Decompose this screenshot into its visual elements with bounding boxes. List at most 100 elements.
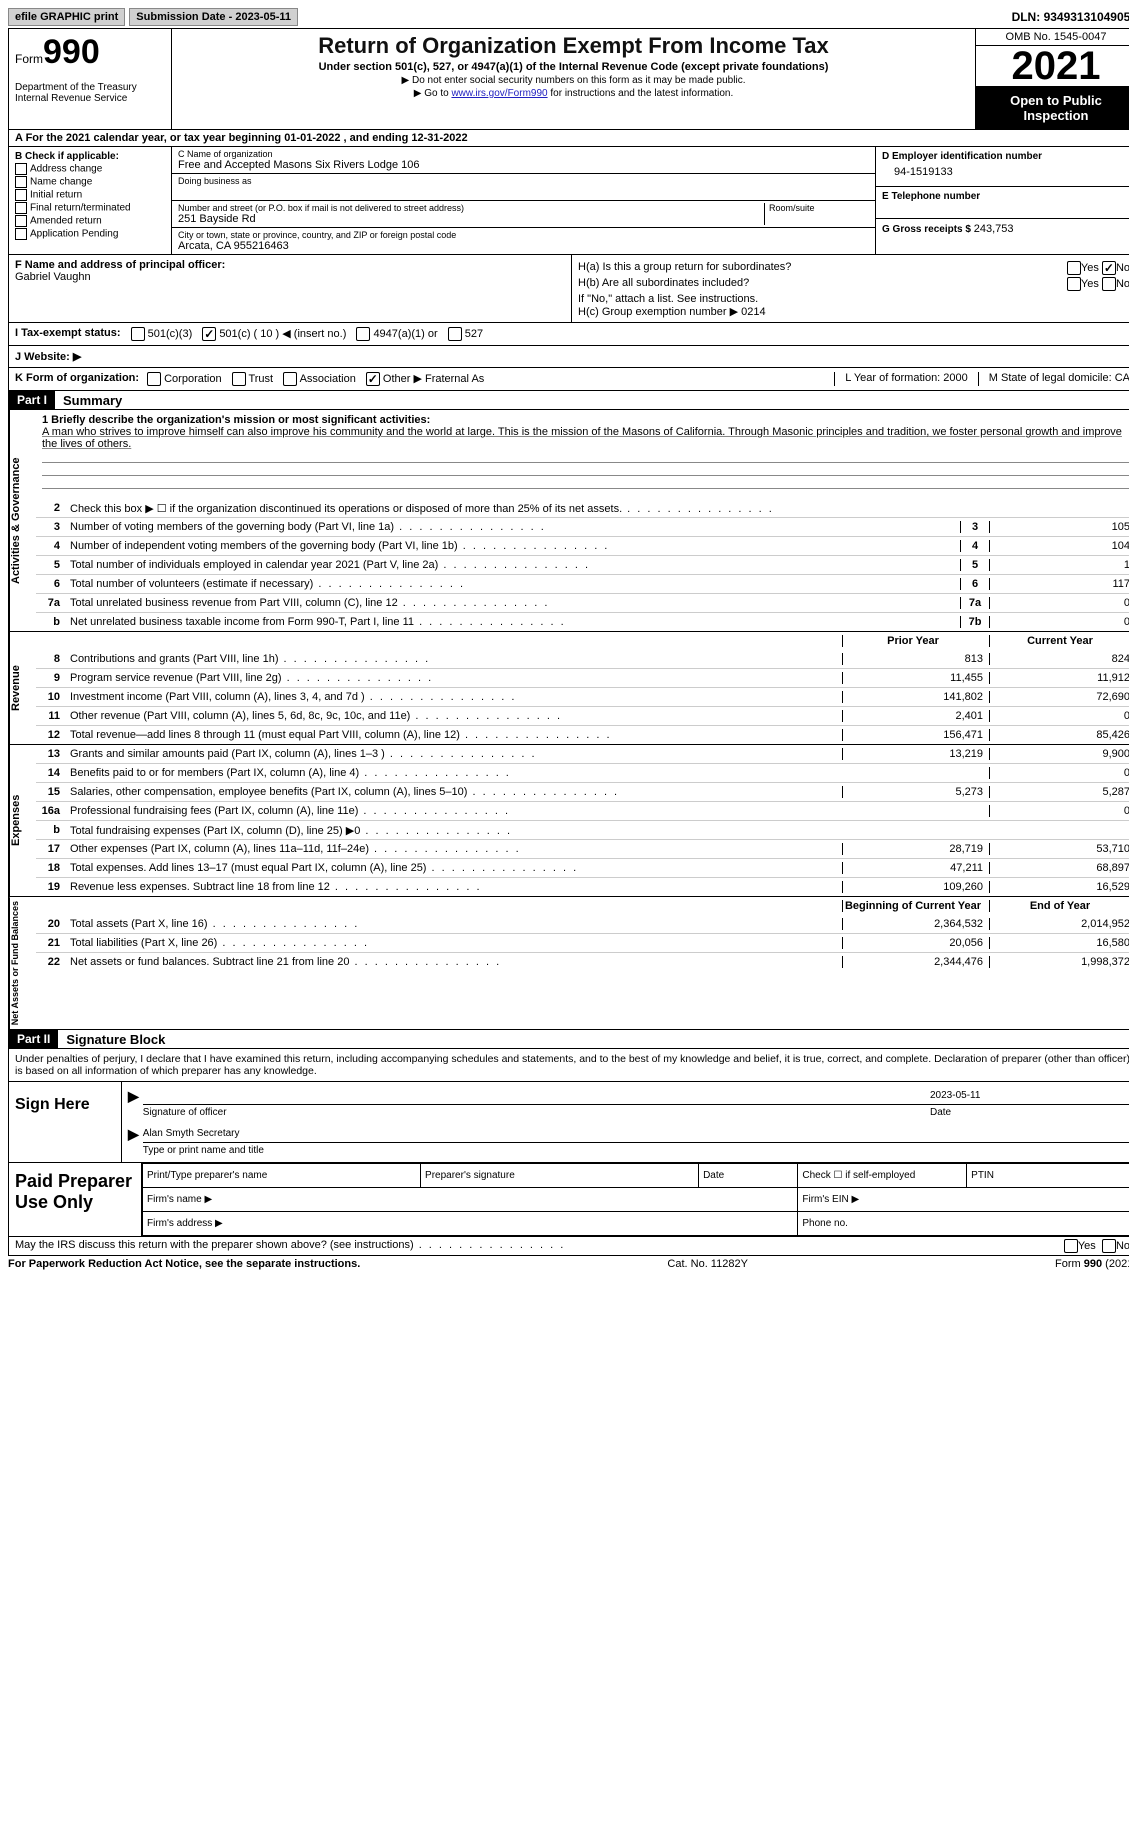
- summary-line: 4Number of independent voting members of…: [36, 536, 1129, 555]
- officer-label: F Name and address of principal officer:: [15, 259, 565, 271]
- chk-assoc[interactable]: [283, 372, 297, 386]
- sub3-pre: ▶ Go to: [414, 88, 452, 99]
- o3: 4947(a)(1) or: [373, 328, 437, 340]
- summary-line: 9Program service revenue (Part VIII, lin…: [36, 668, 1129, 687]
- part2-title: Signature Block: [58, 1032, 165, 1047]
- o4: 527: [465, 328, 483, 340]
- chk-trust[interactable]: [232, 372, 246, 386]
- date-label: Date: [930, 1107, 1129, 1118]
- gross-value: 243,753: [974, 223, 1014, 235]
- chk-label: Application Pending: [30, 229, 118, 240]
- summary-line: 22Net assets or fund balances. Subtract …: [36, 952, 1129, 971]
- chk-label: Amended return: [30, 216, 102, 227]
- subtitle-1: Under section 501(c), 527, or 4947(a)(1)…: [178, 61, 969, 73]
- department: Department of the Treasury Internal Reve…: [15, 82, 165, 104]
- preparer-label: Paid Preparer Use Only: [9, 1163, 142, 1236]
- chk-yes[interactable]: [1064, 1239, 1078, 1253]
- preparer-table: Print/Type preparer's name Preparer's si…: [142, 1163, 1129, 1236]
- footer-discuss: May the IRS discuss this return with the…: [8, 1237, 1129, 1256]
- summary-line: 5Total number of individuals employed in…: [36, 555, 1129, 574]
- hdr-row: Beginning of Current Year End of Year: [36, 897, 1129, 915]
- netassets-section: Net Assets or Fund Balances Beginning of…: [8, 897, 1129, 1030]
- chk-other[interactable]: [366, 372, 380, 386]
- gross-label: G Gross receipts $: [882, 224, 974, 235]
- col-b: B Check if applicable: Address change Na…: [9, 147, 172, 254]
- vlabel-expenses: Expenses: [9, 745, 36, 896]
- subtitle-3: ▶ Go to www.irs.gov/Form990 for instruct…: [178, 88, 969, 99]
- chk-corp[interactable]: [147, 372, 161, 386]
- summary-line: 2Check this box ▶ ☐ if the organization …: [36, 499, 1129, 517]
- form-label: Form: [15, 52, 43, 66]
- chk-4947[interactable]: [356, 327, 370, 341]
- name-label: Type or print name and title: [143, 1145, 1129, 1156]
- row-k: K Form of organization: Corporation Trus…: [8, 368, 1129, 391]
- yes-label: Yes: [1081, 278, 1099, 290]
- chk-label: Address change: [30, 164, 102, 175]
- dln-value: 93493131049053: [1044, 10, 1129, 24]
- summary-line: 12Total revenue—add lines 8 through 11 (…: [36, 725, 1129, 744]
- chk-final[interactable]: Final return/terminated: [15, 202, 165, 214]
- sub3-post: for instructions and the latest informat…: [548, 88, 734, 99]
- preparer-block: Paid Preparer Use Only Print/Type prepar…: [8, 1163, 1129, 1237]
- yes: Yes: [1078, 1240, 1096, 1252]
- org-name: Free and Accepted Masons Six Rivers Lodg…: [178, 159, 869, 171]
- tax-year: 2021: [976, 46, 1129, 87]
- vlabel-governance: Activities & Governance: [9, 410, 36, 631]
- firm-phone: Phone no.: [798, 1212, 1129, 1236]
- prep-c1: Print/Type preparer's name: [143, 1164, 421, 1188]
- chk-yes[interactable]: [1067, 277, 1081, 291]
- chk-initial[interactable]: Initial return: [15, 189, 165, 201]
- hdr-begin: Beginning of Current Year: [842, 900, 989, 912]
- chk-501c3[interactable]: [131, 327, 145, 341]
- governance-section: Activities & Governance 1 Briefly descri…: [8, 410, 1129, 632]
- submission-date-box: Submission Date - 2023-05-11: [129, 8, 298, 26]
- part2-header: Part II Signature Block: [8, 1030, 1129, 1049]
- prep-c2: Preparer's signature: [421, 1164, 699, 1188]
- row-j: J Website: ▶: [8, 346, 1129, 368]
- vlabel-revenue: Revenue: [9, 632, 36, 744]
- dba-label: Doing business as: [178, 176, 869, 186]
- chk-527[interactable]: [448, 327, 462, 341]
- chk-no[interactable]: [1102, 277, 1116, 291]
- part2-badge: Part II: [9, 1030, 58, 1048]
- chk-amended[interactable]: Amended return: [15, 215, 165, 227]
- summary-line: 8Contributions and grants (Part VIII, li…: [36, 650, 1129, 668]
- top-bar: efile GRAPHIC print Submission Date - 20…: [8, 8, 1129, 26]
- footer-last: For Paperwork Reduction Act Notice, see …: [8, 1256, 1129, 1272]
- paperwork-notice: For Paperwork Reduction Act Notice, see …: [8, 1258, 360, 1270]
- chk-no[interactable]: [1102, 1239, 1116, 1253]
- k-trust: Trust: [248, 373, 273, 385]
- k-corp: Corporation: [164, 373, 221, 385]
- sig-label: Signature of officer: [143, 1107, 930, 1118]
- subdate-value: 2023-05-11: [235, 11, 291, 23]
- hdr-current: Current Year: [989, 635, 1129, 647]
- chk-no[interactable]: [1102, 261, 1116, 275]
- city-label: City or town, state or province, country…: [178, 230, 869, 240]
- chk-yes[interactable]: [1067, 261, 1081, 275]
- k-label: K Form of organization:: [15, 372, 139, 386]
- room-label: Room/suite: [769, 203, 869, 213]
- arrow-icon: ▶: [128, 1088, 139, 1118]
- form-title: Return of Organization Exempt From Incom…: [178, 33, 969, 59]
- firm-ein: Firm's EIN ▶: [798, 1188, 1129, 1212]
- hb2-text: If "No," attach a list. See instructions…: [578, 293, 1129, 305]
- col-b-title: B Check if applicable:: [15, 151, 165, 162]
- chk-pending[interactable]: Application Pending: [15, 228, 165, 240]
- no: No: [1116, 1240, 1129, 1252]
- o2: 501(c) ( 10 ) ◀ (insert no.): [219, 328, 346, 340]
- chk-address[interactable]: Address change: [15, 163, 165, 175]
- irs-link[interactable]: www.irs.gov/Form990: [451, 88, 547, 99]
- summary-line: 21Total liabilities (Part X, line 26)20,…: [36, 933, 1129, 952]
- chk-name[interactable]: Name change: [15, 176, 165, 188]
- chk-501c[interactable]: [202, 327, 216, 341]
- name-label: C Name of organization: [178, 149, 869, 159]
- street-label: Number and street (or P.O. box if mail i…: [178, 203, 764, 213]
- efile-button[interactable]: efile GRAPHIC print: [8, 8, 125, 26]
- summary-line: 20Total assets (Part X, line 16)2,364,53…: [36, 915, 1129, 933]
- summary-line: 18Total expenses. Add lines 13–17 (must …: [36, 858, 1129, 877]
- form-header: Form990 Department of the Treasury Inter…: [8, 28, 1129, 130]
- summary-line: 13Grants and similar amounts paid (Part …: [36, 745, 1129, 763]
- vlabel-net: Net Assets or Fund Balances: [9, 897, 36, 1029]
- part1-header: Part I Summary: [8, 391, 1129, 410]
- revenue-section: Revenue Prior Year Current Year 8Contrib…: [8, 632, 1129, 745]
